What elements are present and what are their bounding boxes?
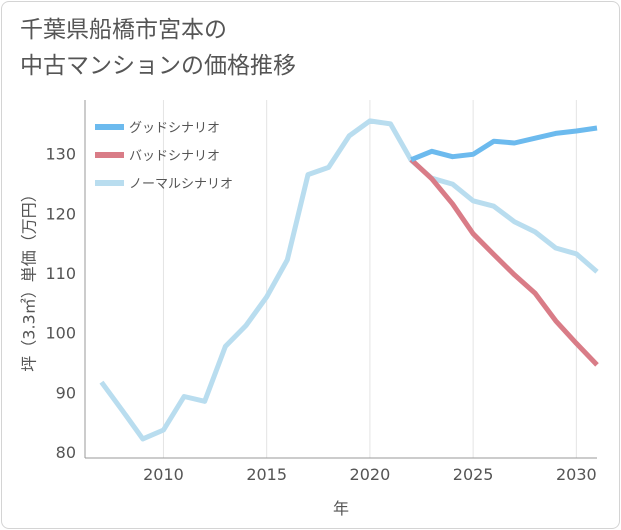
- y-tick-label: 100: [45, 324, 76, 343]
- chart-title-line-1: 千葉県船橋市宮本の: [20, 17, 227, 43]
- axes: [84, 100, 597, 459]
- x-tick-label: 2020: [350, 465, 391, 484]
- y-tick-label: 80: [56, 443, 76, 462]
- legend-label: ノーマルシナリオ: [129, 177, 233, 192]
- chart-title-line-2: 中古マンションの価格推移: [20, 53, 296, 79]
- series-line-3: [99, 118, 599, 442]
- legend-label: バッドシナリオ: [129, 149, 220, 164]
- legend-label: グッドシナリオ: [129, 121, 220, 136]
- x-axis-title: 年: [333, 499, 349, 518]
- grid-lines: [162, 100, 577, 458]
- series-line-2: [409, 157, 599, 367]
- series-line-1: [410, 125, 598, 163]
- x-tick-label: 2010: [143, 465, 184, 484]
- y-tick-label: 120: [45, 204, 76, 223]
- x-tick-label: 2030: [556, 465, 597, 484]
- y-axis-title: 坪（3.3㎡）単価（万円）: [20, 186, 39, 371]
- y-tick-label: 130: [45, 145, 76, 164]
- y-tick-label: 110: [45, 264, 76, 283]
- chart-title: 千葉県船橋市宮本の 中古マンションの価格推移: [20, 12, 296, 84]
- x-tick-labels: 2010 2015 2020 2025 2030: [143, 465, 597, 484]
- x-tick-label: 2025: [453, 465, 494, 484]
- y-tick-label: 90: [56, 383, 76, 402]
- series-lines: [99, 118, 599, 442]
- y-tick-labels: 80 90 100 110 120 130: [45, 145, 76, 462]
- x-tick-label: 2015: [246, 465, 287, 484]
